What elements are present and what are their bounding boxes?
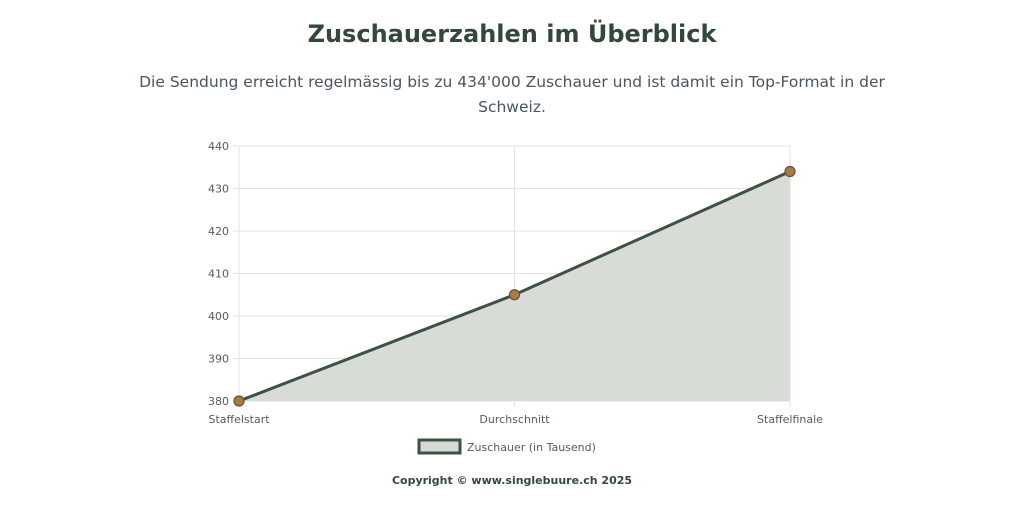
legend-swatch (417, 438, 462, 455)
y-tick-label: 430 (208, 183, 229, 196)
x-tick-label: Staffelstart (208, 413, 270, 426)
page-subtitle: Die Sendung erreicht regelmässig bis zu … (139, 73, 885, 116)
footer-copyright: Copyright © www.singlebuure.ch 2025 (391, 474, 633, 487)
chart-legend[interactable]: Zuschauer (in Tausend) (417, 438, 596, 455)
data-point (508, 289, 521, 301)
y-tick-label: 420 (208, 225, 229, 238)
x-tick-label: Staffelfinale (757, 413, 823, 426)
chart-points (233, 165, 796, 407)
page-title: Zuschauerzahlen im Überblick (307, 20, 717, 48)
series-area (239, 171, 790, 401)
y-tick-label: 440 (208, 140, 229, 153)
x-tick-label: Durchschnitt (479, 413, 550, 426)
data-point (784, 165, 796, 178)
data-point (233, 395, 245, 407)
y-tick-label: 380 (208, 395, 229, 408)
chart-axes: 380 390 400 410 420 430 440 Staffelstart Durchsc… (208, 140, 823, 426)
y-tick-label: 390 (208, 353, 229, 366)
legend-label: Zuschauer (in Tausend) (467, 441, 596, 454)
y-tick-label: 400 (208, 310, 229, 323)
y-tick-label: 410 (208, 268, 229, 281)
